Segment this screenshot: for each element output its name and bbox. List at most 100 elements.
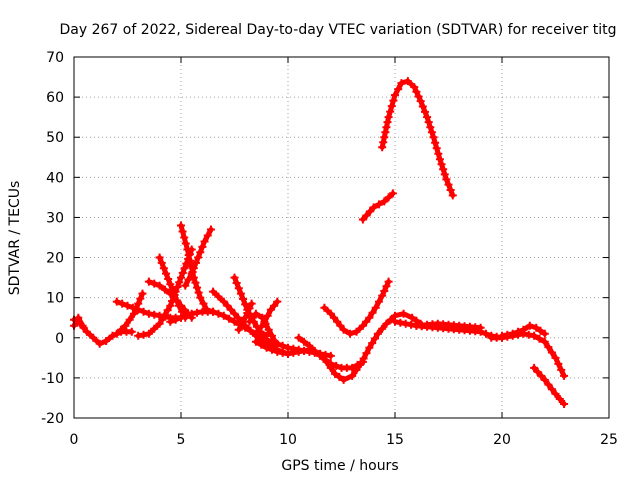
series-arc-24 <box>487 329 569 380</box>
data-point <box>155 319 164 328</box>
data-point <box>193 308 202 317</box>
data-point <box>82 327 91 336</box>
data-point <box>394 85 403 94</box>
data-point <box>209 287 218 296</box>
data-point <box>346 329 355 338</box>
data-point <box>358 215 367 224</box>
series-arc-18 <box>320 277 393 338</box>
data-point <box>378 143 387 152</box>
data-point <box>247 299 256 308</box>
data-point <box>519 325 528 334</box>
data-point <box>284 349 292 358</box>
y-tick-label: 30 <box>46 210 64 226</box>
data-point <box>168 285 177 294</box>
data-point <box>432 144 441 153</box>
data-point <box>232 278 241 287</box>
data-point <box>164 274 173 283</box>
data-point <box>199 299 208 308</box>
data-point <box>525 321 534 330</box>
data-point <box>123 301 132 310</box>
data-point <box>384 113 393 122</box>
data-point <box>391 91 399 100</box>
data-point <box>184 251 193 260</box>
data-point <box>136 294 145 303</box>
plot-frame <box>73 56 610 419</box>
data-point <box>117 325 126 334</box>
data-point <box>166 280 175 289</box>
data-point <box>333 317 342 326</box>
series-arc-4 <box>112 289 147 338</box>
data-point <box>237 319 246 328</box>
data-point <box>189 264 198 273</box>
data-point <box>178 268 187 277</box>
x-tick-label: 5 <box>177 432 186 448</box>
data-point <box>476 323 485 332</box>
data-point <box>442 175 451 184</box>
data-point <box>374 297 383 306</box>
data-point <box>219 311 228 320</box>
data-point <box>214 292 223 301</box>
data-point <box>262 343 271 352</box>
data-point <box>226 305 235 314</box>
data-point <box>89 333 98 342</box>
data-point <box>382 319 391 328</box>
data-point <box>407 320 416 329</box>
series-arc-2 <box>70 313 87 330</box>
data-point <box>388 189 397 198</box>
data-point <box>378 291 387 300</box>
data-point <box>175 278 184 287</box>
data-point <box>181 281 190 290</box>
data-point <box>358 321 367 330</box>
y-tick-label: -20 <box>41 411 64 427</box>
data-point <box>206 225 215 234</box>
y-axis-label: SDTVAR / TECUs <box>7 181 23 296</box>
data-point <box>412 87 421 96</box>
data-point <box>121 321 130 330</box>
data-point <box>560 371 569 380</box>
data-point <box>540 337 549 346</box>
data-point <box>187 269 196 278</box>
data-point <box>183 245 192 254</box>
data-point <box>380 286 389 295</box>
data-point <box>278 348 287 357</box>
y-tick-label: 10 <box>46 291 64 307</box>
data-point <box>389 96 398 105</box>
data-point <box>144 309 153 318</box>
data-point <box>439 165 448 174</box>
data-point <box>331 369 340 378</box>
data-point <box>366 207 375 216</box>
data-point <box>322 357 331 366</box>
data-point <box>267 331 276 340</box>
data-point <box>194 253 203 262</box>
data-point <box>378 324 387 333</box>
data-point <box>399 309 408 318</box>
data-point <box>177 273 185 282</box>
data-point <box>260 317 269 326</box>
data-point <box>166 317 175 326</box>
y-tick-label: 60 <box>46 90 64 106</box>
data-point <box>264 325 273 334</box>
data-point <box>530 331 539 340</box>
data-point <box>139 307 148 316</box>
data-point <box>533 367 542 376</box>
data-point <box>320 303 329 312</box>
series-arc-21 <box>412 319 485 332</box>
data-point <box>434 149 443 158</box>
data-point <box>310 346 319 355</box>
data-point <box>530 363 539 372</box>
data-point <box>348 363 357 372</box>
data-point <box>118 299 127 308</box>
data-point <box>382 282 391 291</box>
data-point <box>173 282 182 291</box>
series-arc-15 <box>254 297 282 336</box>
data-point <box>300 337 309 346</box>
data-point <box>234 284 243 293</box>
data-point <box>160 310 169 319</box>
data-point <box>362 211 371 220</box>
data-point <box>155 253 164 262</box>
data-point <box>557 365 566 374</box>
data-point <box>241 313 250 322</box>
data-point <box>424 118 433 127</box>
y-tick-label: -10 <box>41 371 64 387</box>
